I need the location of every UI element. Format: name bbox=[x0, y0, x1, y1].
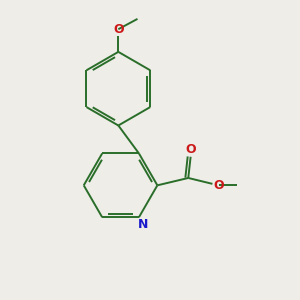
Text: O: O bbox=[113, 23, 124, 36]
Text: O: O bbox=[214, 178, 224, 191]
Text: O: O bbox=[185, 143, 196, 156]
Text: N: N bbox=[138, 218, 148, 231]
